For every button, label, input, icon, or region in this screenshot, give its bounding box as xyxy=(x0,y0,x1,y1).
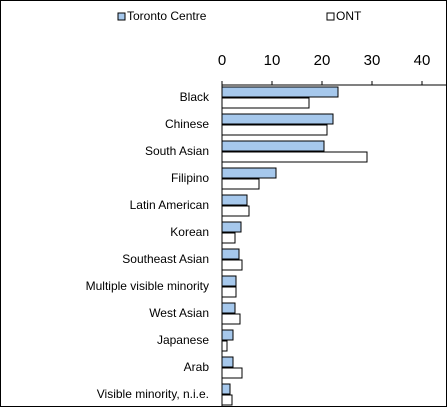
y-tick-label: Multiple visible minority xyxy=(86,279,209,293)
bar xyxy=(221,313,241,325)
bar xyxy=(221,194,248,206)
y-tick-label: Arab xyxy=(184,360,210,374)
bar xyxy=(221,302,236,314)
legend-label: Toronto Centre xyxy=(127,9,207,23)
y-tick-label: West Asian xyxy=(149,306,209,320)
y-tick-label: Chinese xyxy=(165,117,209,131)
bar xyxy=(221,286,237,298)
bar xyxy=(221,232,236,244)
y-tick-label: Black xyxy=(180,90,210,104)
y-tick-label: Filipino xyxy=(171,171,209,185)
bar xyxy=(221,113,334,125)
bar xyxy=(221,124,328,136)
bar xyxy=(221,275,237,287)
y-tick-label: South Asian xyxy=(145,144,209,158)
legend-swatch xyxy=(117,12,126,21)
bar xyxy=(221,329,234,341)
bar xyxy=(221,259,243,271)
bar xyxy=(221,167,277,179)
bar xyxy=(221,86,339,98)
y-tick-label: Latin American xyxy=(130,198,209,212)
bar xyxy=(221,394,233,406)
x-tick-label: 10 xyxy=(264,52,281,69)
legend-label: ONT xyxy=(336,9,362,23)
x-tick-label: 40 xyxy=(414,52,431,69)
bar xyxy=(221,383,231,395)
y-tick-label: Southeast Asian xyxy=(122,252,209,266)
bar xyxy=(221,140,325,152)
x-tick-label: 30 xyxy=(364,52,381,69)
bar xyxy=(221,97,310,109)
bar xyxy=(221,151,368,163)
legend-swatch xyxy=(326,12,335,21)
y-tick-label: Japanese xyxy=(157,333,209,347)
y-tick-label: Visible minority, n.i.e. xyxy=(97,387,209,401)
y-tick-label: Korean xyxy=(170,225,209,239)
bar xyxy=(221,221,242,233)
x-tick-label: 0 xyxy=(218,52,226,69)
x-tick-label: 20 xyxy=(314,52,331,69)
bar xyxy=(221,205,250,217)
bar xyxy=(221,248,240,260)
bar xyxy=(221,340,228,352)
bar xyxy=(221,367,243,379)
bar xyxy=(221,356,234,368)
bar xyxy=(221,178,260,190)
